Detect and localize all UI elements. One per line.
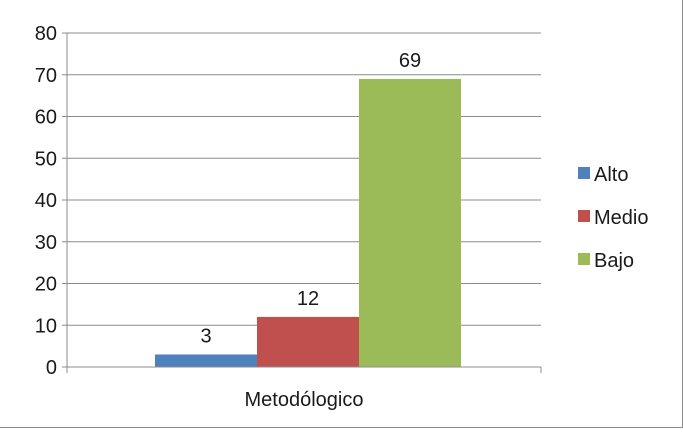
y-tick-label: 0 xyxy=(46,357,57,379)
gridlines xyxy=(67,32,541,326)
y-tick-label: 20 xyxy=(35,274,57,296)
y-tick-label: 50 xyxy=(35,148,57,170)
x-category-label: Metodólogico xyxy=(245,389,364,411)
bars xyxy=(155,78,461,368)
legend-swatch-alto xyxy=(578,167,590,179)
bar-medio xyxy=(257,316,359,367)
x-axis-labels: Metodólogico xyxy=(245,389,364,411)
y-tick-label: 30 xyxy=(35,232,57,254)
bar-alto xyxy=(155,354,257,367)
y-tick-label: 40 xyxy=(35,190,57,212)
legend-label-medio: Medio xyxy=(594,207,648,229)
data-label-medio: 12 xyxy=(297,288,319,310)
y-axis-ticks: 0 10 20 30 40 50 60 70 80 xyxy=(35,23,67,379)
y-tick-label: 10 xyxy=(35,315,57,337)
legend-swatch-bajo xyxy=(578,253,590,265)
data-labels: 3 12 69 xyxy=(200,50,421,348)
y-tick-label: 60 xyxy=(35,107,57,129)
legend-label-alto: Alto xyxy=(594,164,628,186)
data-label-bajo: 69 xyxy=(399,50,421,72)
legend-swatch-medio xyxy=(578,210,590,222)
bar-bajo xyxy=(359,78,461,368)
y-tick-label: 80 xyxy=(35,23,57,45)
data-label-alto: 3 xyxy=(200,325,211,347)
y-tick-label: 70 xyxy=(35,65,57,87)
legend: Alto Medio Bajo xyxy=(578,164,648,272)
axes xyxy=(66,33,542,373)
legend-label-bajo: Bajo xyxy=(594,250,634,272)
